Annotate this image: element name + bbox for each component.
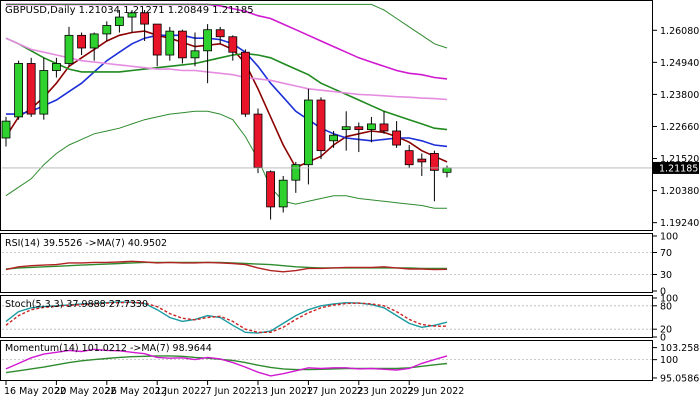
bullish-candle bbox=[115, 16, 124, 26]
bullish-candle bbox=[64, 34, 74, 64]
bullish-candle bbox=[1, 120, 11, 139]
bullish-candle bbox=[102, 25, 112, 35]
fast-ma-line bbox=[5, 30, 448, 169]
bearish-candle bbox=[253, 113, 263, 168]
bullish-candle bbox=[89, 33, 99, 49]
stoch-series-line bbox=[5, 301, 448, 334]
pink-ma-line bbox=[5, 37, 448, 101]
bearish-candle bbox=[266, 171, 276, 208]
price-axis-label: 1.26080 bbox=[660, 26, 699, 37]
bullish-candle bbox=[39, 70, 49, 115]
price-overlays bbox=[5, 3, 448, 209]
bullish-candle bbox=[52, 63, 61, 71]
bearish-candle bbox=[215, 29, 225, 38]
price-pane-title: GBPUSD,Daily 1.21034 1.21271 1.20849 1.2… bbox=[5, 5, 254, 16]
price-axis-label: 1.20380 bbox=[660, 186, 699, 197]
current-price-tag bbox=[653, 161, 699, 174]
bearish-candle bbox=[404, 150, 414, 166]
momentum-axis-label: 103.258 bbox=[660, 343, 699, 354]
bearish-candle bbox=[417, 158, 427, 163]
stoch-series-line bbox=[5, 301, 448, 333]
rsi-pane: 100 70 30 0 bbox=[2, 232, 678, 298]
current-price-label: 1.21185 bbox=[659, 163, 698, 174]
price-axis: 1.26080 1.24940 1.23800 1.22660 1.21520 1.203… bbox=[652, 26, 699, 229]
bullish-candle bbox=[14, 63, 24, 118]
bullish-candle bbox=[303, 99, 313, 166]
price-axis-label: 1.21520 bbox=[660, 154, 699, 165]
current-price-marker: 1.21185 bbox=[2, 161, 699, 174]
bearish-candle bbox=[354, 126, 364, 130]
bearish-candle bbox=[379, 123, 389, 132]
rsi-axis-label: 0 bbox=[660, 287, 666, 298]
bearish-candle bbox=[429, 153, 439, 171]
bearish-candle bbox=[140, 12, 150, 25]
price-axis-label: 1.23800 bbox=[660, 90, 699, 101]
bullish-candle bbox=[341, 126, 351, 130]
bullish-candle bbox=[329, 134, 339, 142]
bullish-candle bbox=[291, 164, 301, 181]
time-axis-label: 1 Jun 2022 bbox=[155, 386, 206, 397]
price-pane-frame bbox=[0, 0, 653, 231]
stoch-pane-frame bbox=[0, 295, 653, 338]
price-axis-label: 1.19240 bbox=[660, 218, 699, 229]
stoch-pane-title: Stoch(5,3,3) 37.9888 27.7330 bbox=[5, 299, 148, 310]
momentum-axis-label: 95.0586 bbox=[660, 373, 699, 384]
rsi-axis-label: 30 bbox=[660, 270, 672, 281]
momentum-axis-label: 100 bbox=[660, 355, 678, 366]
time-axis-label: 13 Jun 2022 bbox=[256, 386, 313, 397]
bullish-candle bbox=[278, 179, 288, 208]
bearish-candle bbox=[177, 30, 187, 59]
bullish-candle bbox=[127, 12, 137, 18]
stoch-axis-label: 80 bbox=[660, 301, 672, 312]
price-axis-label: 1.24940 bbox=[660, 58, 699, 69]
bullish-candle bbox=[366, 123, 376, 130]
price-candles bbox=[1, 10, 452, 220]
rsi-series-line bbox=[5, 260, 448, 273]
bullish-candle bbox=[190, 50, 200, 59]
stoch-axis-label: 20 bbox=[660, 325, 672, 336]
rsi-pane-frame bbox=[0, 233, 653, 293]
rsi-axis-label: 100 bbox=[660, 232, 678, 243]
bearish-candle bbox=[26, 63, 36, 115]
bullish-candle bbox=[165, 30, 175, 56]
time-axis-label: 20 May 2022 bbox=[54, 386, 116, 397]
bb-upper-line bbox=[6, 3, 448, 49]
slow-ma-line bbox=[5, 37, 448, 131]
stoch-axis-label: 0 bbox=[660, 333, 666, 344]
bearish-candle bbox=[77, 34, 86, 49]
momentum-pane-title: Momentum(14) 101.0212 ->MA(7) 98.9644 bbox=[5, 343, 212, 354]
stoch-axis-label: 100 bbox=[660, 294, 678, 305]
bb-lower-line bbox=[5, 110, 447, 209]
bullish-candle bbox=[442, 167, 452, 173]
time-axis-label: 16 May 2022 bbox=[4, 386, 66, 397]
rsi-axis-label: 70 bbox=[660, 248, 672, 259]
time-axis-label: 17 Jun 2022 bbox=[306, 386, 363, 397]
bearish-candle bbox=[392, 130, 402, 146]
time-axis-label: 23 Jun 2022 bbox=[357, 386, 414, 397]
bearish-candle bbox=[240, 51, 250, 115]
bearish-candle bbox=[316, 99, 326, 152]
bullish-candle bbox=[203, 29, 213, 52]
momentum-pane-frame bbox=[0, 340, 653, 381]
medium-ma-line bbox=[6, 34, 448, 148]
price-axis-label: 1.22660 bbox=[660, 122, 699, 133]
time-axis-label: 26 May 2022 bbox=[105, 386, 167, 397]
time-axis-label: 29 Jun 2022 bbox=[407, 386, 464, 397]
bearish-candle bbox=[228, 36, 238, 53]
bearish-candle bbox=[152, 23, 162, 56]
rsi-pane-title: RSI(14) 39.5526 ->MA(7) 40.9502 bbox=[5, 238, 167, 249]
momentum-series-line bbox=[5, 348, 448, 377]
time-axis-label: 7 Jun 2022 bbox=[206, 386, 257, 397]
